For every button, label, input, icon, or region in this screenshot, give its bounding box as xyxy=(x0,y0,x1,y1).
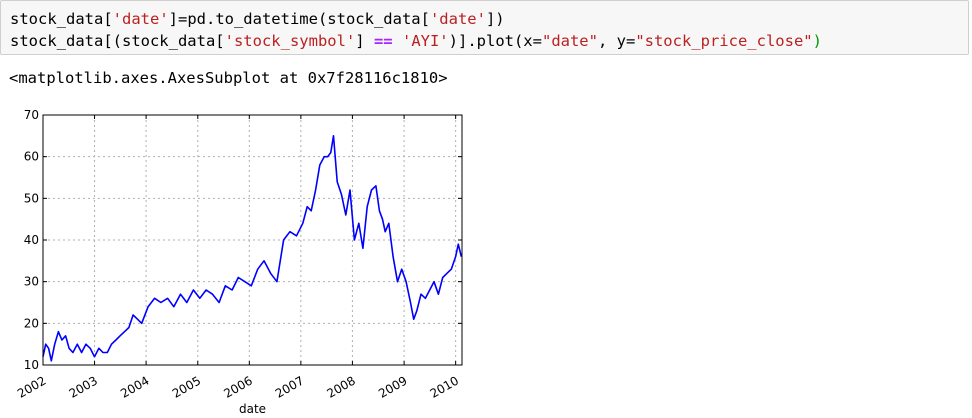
x-tick-label: 2004 xyxy=(118,373,151,400)
chart-line-layer xyxy=(42,135,463,362)
code-token: "stock_price_close" xyxy=(635,32,813,50)
x-tick-label: 2006 xyxy=(221,373,254,400)
code-line-1: stock_data['date']=pd.to_datetime(stock_… xyxy=(10,9,505,29)
code-token: stock_data[ xyxy=(10,10,113,28)
y-tick-label: 50 xyxy=(24,191,39,205)
x-tick-label: 2009 xyxy=(376,373,409,400)
x-tick-label: 2003 xyxy=(67,373,100,400)
code-token: ] xyxy=(355,32,374,50)
y-tick-label: 40 xyxy=(24,233,39,247)
y-tick-label: 10 xyxy=(24,358,39,372)
x-tick-label: 2002 xyxy=(15,373,48,400)
price-series-line xyxy=(42,135,463,362)
chart-ticks: 10 20 30 40 50 60 70 2002 2003 2004 2005 2006 2007 20… xyxy=(15,108,462,401)
x-tick-label: 2008 xyxy=(324,373,357,400)
code-token xyxy=(393,32,402,50)
chart-grid xyxy=(42,114,462,366)
y-tick-label: 60 xyxy=(24,150,39,164)
x-axis-label: date xyxy=(239,402,266,416)
code-token: 'stock_symbol' xyxy=(224,32,356,50)
code-token: stock_data[(stock_data[ xyxy=(10,32,225,50)
x-tick-label: 2010 xyxy=(428,373,461,400)
y-tick-label: 70 xyxy=(24,108,39,122)
code-token: ]=pd.to_datetime(stock_data[ xyxy=(168,10,430,28)
y-tick-label: 30 xyxy=(24,275,39,289)
code-token: "date" xyxy=(541,32,598,50)
code-token: ) xyxy=(812,32,822,50)
output-text: <matplotlib.axes.AxesSubplot at 0x7f2811… xyxy=(9,69,448,87)
x-tick-label: 2005 xyxy=(170,373,203,400)
code-line-2: stock_data[(stock_data['stock_symbol'] =… xyxy=(10,31,822,51)
code-token: , y= xyxy=(597,32,636,50)
code-token: == xyxy=(373,32,393,50)
line-chart: 10 20 30 40 50 60 70 2002 2003 2004 2005 2006 2007 20… xyxy=(15,108,463,416)
code-token: 'date' xyxy=(112,10,169,28)
code-input-cell[interactable]: stock_data['date']=pd.to_datetime(stock_… xyxy=(0,0,969,55)
y-tick-label: 20 xyxy=(24,316,39,330)
code-token: 'date' xyxy=(429,10,486,28)
code-token: 'AYI' xyxy=(401,32,449,50)
code-token: )].plot(x= xyxy=(448,32,542,50)
x-tick-label: 2007 xyxy=(273,373,306,400)
code-token: ]) xyxy=(485,10,505,28)
